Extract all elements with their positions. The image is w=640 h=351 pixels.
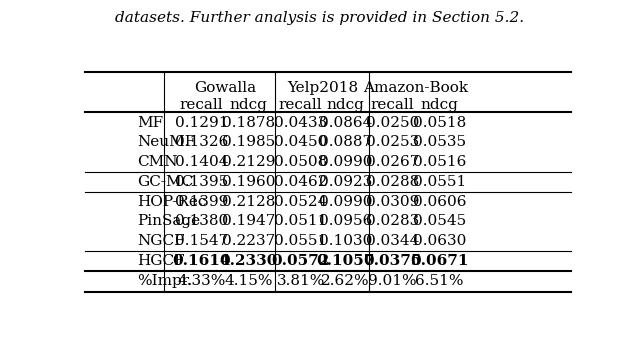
Text: 0.0572: 0.0572 xyxy=(271,254,330,268)
Text: 0.1030: 0.1030 xyxy=(319,234,372,248)
Text: recall: recall xyxy=(279,98,323,112)
Text: 0.0344: 0.0344 xyxy=(366,234,419,248)
Text: 0.0630: 0.0630 xyxy=(413,234,467,248)
Text: 0.0253: 0.0253 xyxy=(366,135,419,150)
Text: 0.1947: 0.1947 xyxy=(222,214,275,228)
Text: 0.1399: 0.1399 xyxy=(175,194,228,208)
Text: HGCF: HGCF xyxy=(137,254,185,268)
Text: NeuMF: NeuMF xyxy=(137,135,195,150)
Text: 4.15%: 4.15% xyxy=(225,274,273,289)
Text: 0.0990: 0.0990 xyxy=(319,155,372,169)
Text: 0.0309: 0.0309 xyxy=(366,194,419,208)
Text: datasets. Further analysis is provided in Section 5.2.: datasets. Further analysis is provided i… xyxy=(115,11,525,25)
Text: 0.1395: 0.1395 xyxy=(175,175,228,189)
Text: ndcg: ndcg xyxy=(326,98,364,112)
Text: GC-MC: GC-MC xyxy=(137,175,193,189)
Text: 0.0864: 0.0864 xyxy=(319,115,372,130)
Text: Yelp2018: Yelp2018 xyxy=(287,81,358,95)
Text: 0.1404: 0.1404 xyxy=(175,155,228,169)
Text: 0.1057: 0.1057 xyxy=(316,254,374,268)
Text: 0.0508: 0.0508 xyxy=(274,155,327,169)
Text: 0.2129: 0.2129 xyxy=(222,155,275,169)
Text: 0.0551: 0.0551 xyxy=(274,234,327,248)
Text: 0.1878: 0.1878 xyxy=(222,115,275,130)
Text: 0.0545: 0.0545 xyxy=(413,214,466,228)
Text: 0.0518: 0.0518 xyxy=(413,115,466,130)
Text: MF: MF xyxy=(137,115,163,130)
Text: 0.0511: 0.0511 xyxy=(274,214,328,228)
Text: 0.0450: 0.0450 xyxy=(274,135,328,150)
Text: 4.33%: 4.33% xyxy=(177,274,226,289)
Text: 0.0551: 0.0551 xyxy=(413,175,466,189)
Text: 0.0288: 0.0288 xyxy=(366,175,419,189)
Text: CMN: CMN xyxy=(137,155,177,169)
Text: 0.0516: 0.0516 xyxy=(413,155,467,169)
Text: 0.1326: 0.1326 xyxy=(175,135,228,150)
Text: recall: recall xyxy=(180,98,223,112)
Text: ndcg: ndcg xyxy=(420,98,458,112)
Text: 0.1614: 0.1614 xyxy=(172,254,231,268)
Text: ndcg: ndcg xyxy=(230,98,268,112)
Text: 0.0250: 0.0250 xyxy=(366,115,419,130)
Text: HOP-Rec: HOP-Rec xyxy=(137,194,207,208)
Text: 0.0462: 0.0462 xyxy=(274,175,328,189)
Text: 0.0956: 0.0956 xyxy=(319,214,372,228)
Text: 0.2128: 0.2128 xyxy=(222,194,275,208)
Text: 0.1985: 0.1985 xyxy=(222,135,275,150)
Text: 2.62%: 2.62% xyxy=(321,274,370,289)
Text: 0.0535: 0.0535 xyxy=(413,135,466,150)
Text: 0.1291: 0.1291 xyxy=(175,115,228,130)
Text: NGCF: NGCF xyxy=(137,234,185,248)
Text: 0.0887: 0.0887 xyxy=(319,135,372,150)
Text: Gowalla: Gowalla xyxy=(194,81,256,95)
Text: 9.01%: 9.01% xyxy=(368,274,417,289)
Text: 6.51%: 6.51% xyxy=(415,274,464,289)
Text: 0.0283: 0.0283 xyxy=(366,214,419,228)
Text: Amazon-Book: Amazon-Book xyxy=(364,81,468,95)
Text: 3.81%: 3.81% xyxy=(276,274,325,289)
Text: 0.0433: 0.0433 xyxy=(274,115,327,130)
Text: %Impr.: %Impr. xyxy=(137,274,192,289)
Text: 0.0671: 0.0671 xyxy=(410,254,469,268)
Text: 0.0990: 0.0990 xyxy=(319,194,372,208)
Text: 0.2330: 0.2330 xyxy=(220,254,278,268)
Text: PinSage: PinSage xyxy=(137,214,200,228)
Text: 0.2237: 0.2237 xyxy=(222,234,275,248)
Text: 0.1380: 0.1380 xyxy=(175,214,228,228)
Text: 0.1960: 0.1960 xyxy=(222,175,275,189)
Text: 0.0267: 0.0267 xyxy=(366,155,419,169)
Text: recall: recall xyxy=(371,98,414,112)
Text: 0.0923: 0.0923 xyxy=(319,175,372,189)
Text: 0.0375: 0.0375 xyxy=(364,254,422,268)
Text: 0.1547: 0.1547 xyxy=(175,234,228,248)
Text: 0.0524: 0.0524 xyxy=(274,194,328,208)
Text: 0.0606: 0.0606 xyxy=(413,194,467,208)
